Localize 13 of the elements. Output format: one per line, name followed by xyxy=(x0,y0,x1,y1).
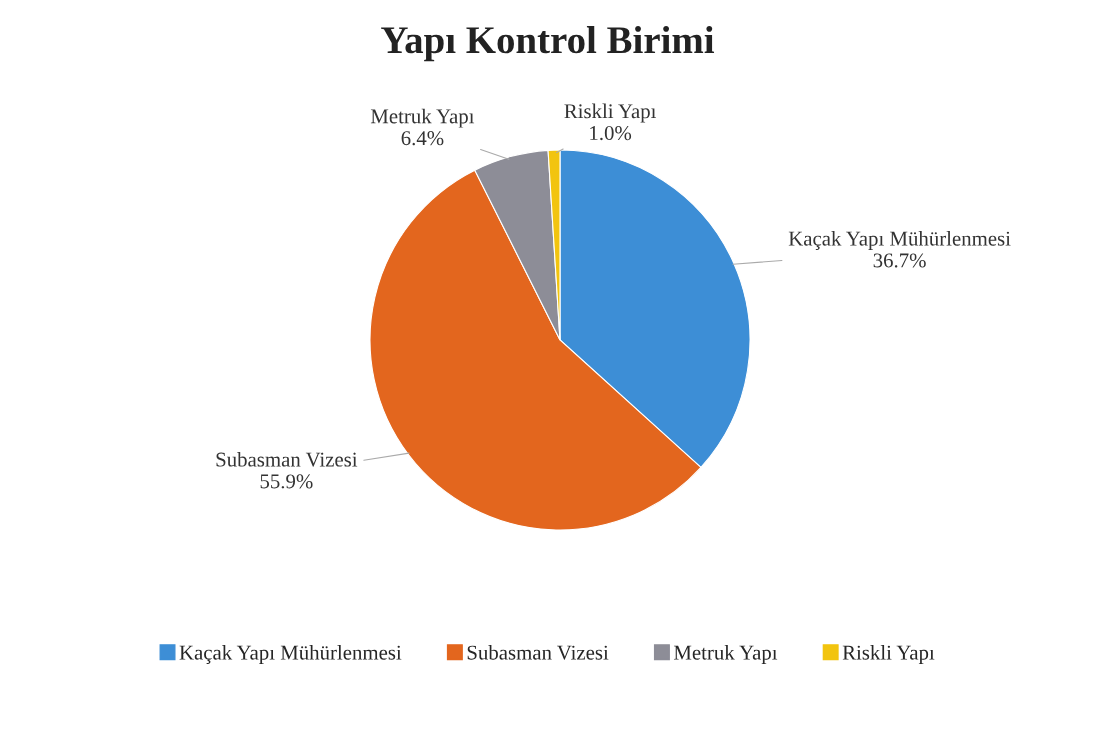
slice-label: Metruk Yapı xyxy=(370,108,475,128)
data-label: 55.9% xyxy=(260,474,313,489)
legend-label: Metruk Yapı xyxy=(673,645,778,664)
data-label: 1.0% xyxy=(590,126,632,141)
legend-label: Subasman Vizesi xyxy=(467,645,609,660)
slice-label: Riskli Yapı xyxy=(564,103,657,123)
slice-label: Kaçak Yapı Mühürlenmesi xyxy=(788,231,1011,250)
chart-title: Yapı Kontrol Birimi xyxy=(381,25,715,62)
data-label: 36.7% xyxy=(873,253,926,268)
data-label: 6.4% xyxy=(401,131,444,146)
slice-label: Subasman Vizesi xyxy=(216,451,358,467)
legend-label: Riskli Yapı xyxy=(842,645,935,664)
legend-label: Kaçak Yapı Mühürlenmesi xyxy=(179,645,402,664)
